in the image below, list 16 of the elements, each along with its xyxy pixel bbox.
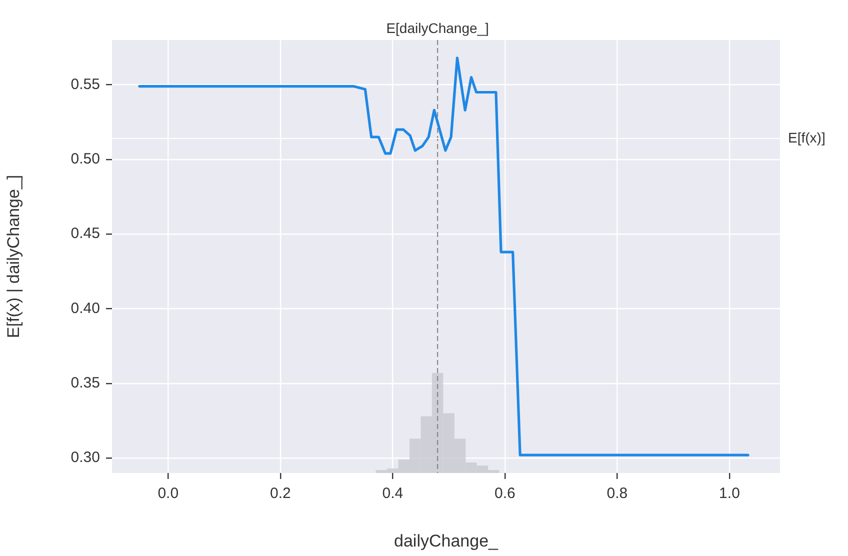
y-tick-label: 0.30: [70, 449, 100, 466]
x-axis-title: dailyChange_: [394, 531, 499, 550]
y-axis-title: E[f(x) | dailyChange_]: [4, 174, 23, 338]
y-tick-label: 0.50: [70, 150, 100, 168]
ref-line-label: E[dailyChange_]: [386, 20, 489, 36]
y-tick-label: 0.45: [70, 225, 100, 242]
x-tick-label: 0.4: [382, 485, 404, 502]
x-tick-label: 0.0: [158, 485, 179, 502]
ref-line-label: E[f(x)]: [788, 129, 826, 146]
y-tick-label: 0.40: [70, 300, 100, 317]
y-tick-label: 0.35: [70, 374, 100, 392]
x-tick-label: 1.0: [719, 485, 740, 502]
x-tick-label: 0.8: [606, 485, 628, 502]
x-tick-label: 0.2: [270, 485, 291, 502]
x-tick-label: 0.6: [494, 485, 516, 502]
y-tick-label: 0.55: [70, 76, 100, 93]
